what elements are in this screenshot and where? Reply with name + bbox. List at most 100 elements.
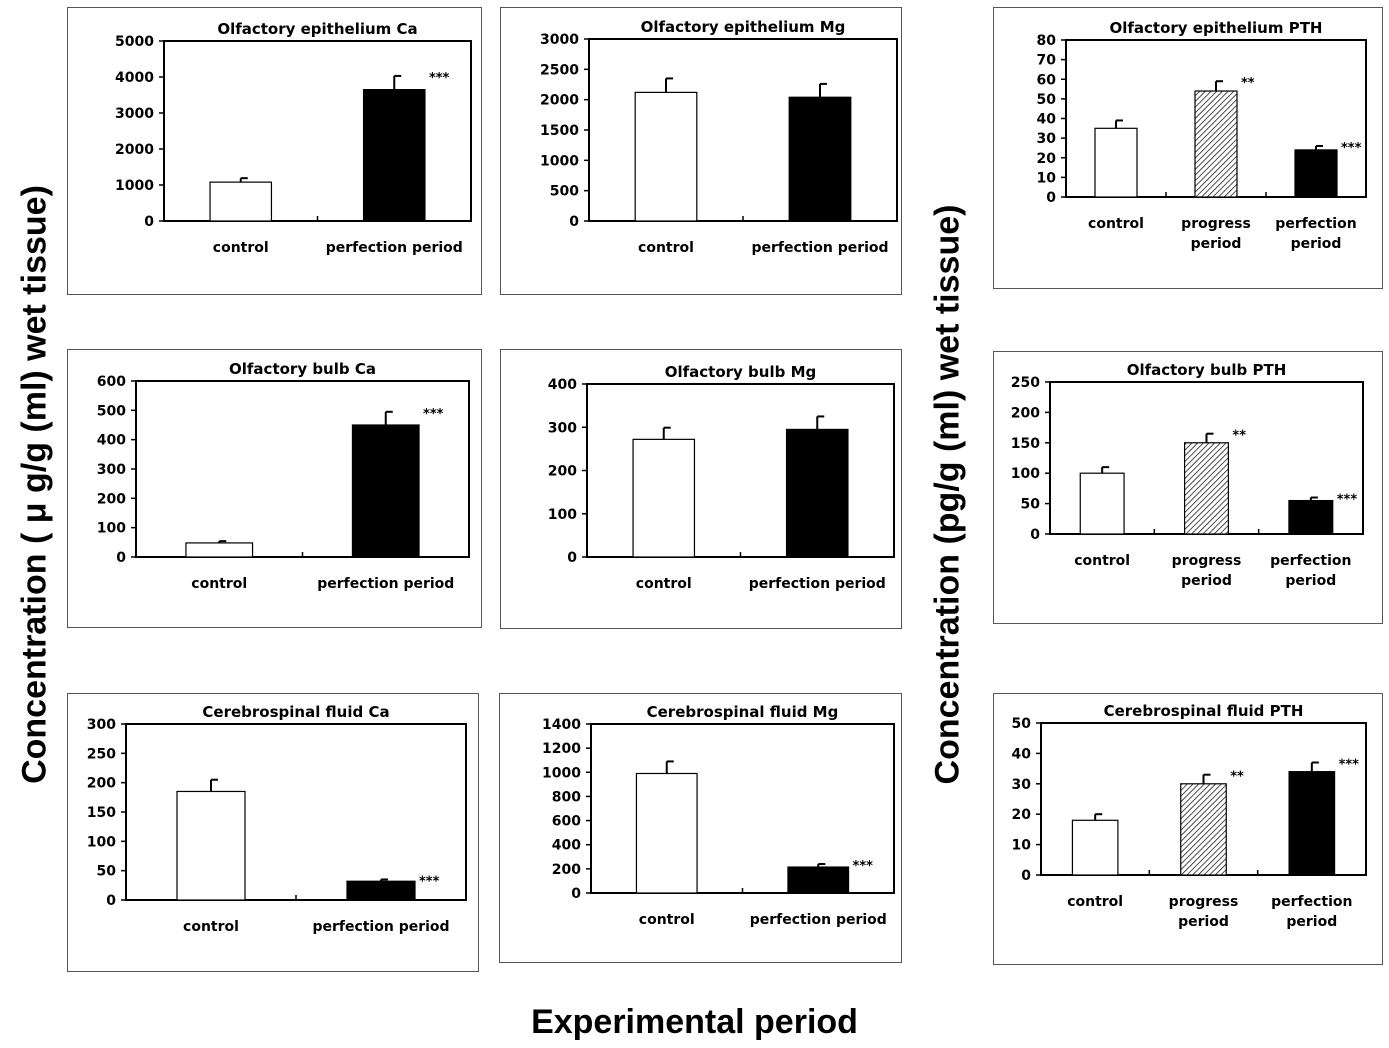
x-category-label: period <box>1285 573 1336 589</box>
y-tick-label: 250 <box>1011 375 1040 391</box>
x-category-label: progress <box>1169 894 1239 910</box>
y-tick-label: 100 <box>87 834 116 850</box>
chart-title: Olfactory bulb Mg <box>665 363 817 381</box>
y-tick-label: 60 <box>1037 72 1057 88</box>
bar-progress-period <box>1180 783 1227 876</box>
y-tick-label: 300 <box>87 717 116 733</box>
chart-title: Cerebrospinal fluid Mg <box>647 703 839 721</box>
chart-panel-olfactory-epithelium-pth: Olfactory epithelium PTH 0 10 20 30 40 50 60 70 8… <box>993 7 1383 289</box>
chart-panel-olfactory-bulb-pth: Olfactory bulb PTH 0 50 100 150 200 250 control… <box>993 351 1383 624</box>
significance-label-perfection-period: *** <box>419 874 440 889</box>
bar-control <box>209 181 273 222</box>
bar-perfection-period <box>788 96 852 222</box>
bar-chart-svg: Olfactory epithelium Mg 0 500 1000 1500 2000 2… <box>540 18 898 256</box>
x-category-label: perfection <box>1275 216 1356 232</box>
x-category-label: perfection period <box>749 576 886 592</box>
y-tick-label: 500 <box>550 184 579 200</box>
significance-label-perfection-period: *** <box>1339 758 1360 773</box>
y-tick-label: 1000 <box>115 178 154 194</box>
y-tick-label: 0 <box>116 550 126 566</box>
chart-panel-olfactory-bulb-mg: Olfactory bulb Mg 0 100 200 300 400 control per… <box>500 349 902 629</box>
y-tick-label: 200 <box>548 464 577 480</box>
y-tick-label: 0 <box>567 550 577 566</box>
significance-label-perfection-period: *** <box>423 407 444 422</box>
y-tick-label: 2000 <box>540 93 579 109</box>
y-tick-label: 1000 <box>542 765 581 781</box>
bar-chart-svg: Cerebrospinal fluid Ca 0 50 100 150 200 250 300… <box>87 703 467 935</box>
chart-panel-cerebrospinal-fluid-pth: Cerebrospinal fluid PTH 0 10 20 30 40 50 contro… <box>993 693 1383 965</box>
y-tick-label: 200 <box>552 862 581 878</box>
y-tick-label: 600 <box>97 374 126 390</box>
bar-perfection-period <box>1288 499 1334 535</box>
y-tick-label: 600 <box>552 814 581 830</box>
y-tick-label: 800 <box>552 789 581 805</box>
y-tick-label: 400 <box>548 377 577 393</box>
chart-title: Cerebrospinal fluid Ca <box>202 703 389 721</box>
y-tick-label: 40 <box>1012 746 1032 762</box>
y-tick-label: 100 <box>97 521 126 537</box>
x-category-label: control <box>638 240 694 256</box>
y-tick-label: 200 <box>97 491 126 507</box>
y-tick-label: 400 <box>552 838 581 854</box>
y-tick-label: 2500 <box>540 62 579 78</box>
x-category-label: control <box>639 912 695 928</box>
y-tick-label: 0 <box>106 893 116 909</box>
y-tick-label: 1400 <box>542 717 581 733</box>
significance-label-progress-period: ** <box>1232 429 1246 444</box>
bar-progress-period <box>1194 90 1238 198</box>
y-tick-label: 100 <box>548 507 577 523</box>
bar-perfection-period <box>787 866 850 894</box>
x-axis-label: Experimental period <box>531 1003 858 1041</box>
y-tick-label: 200 <box>1011 405 1040 421</box>
y-tick-label: 400 <box>97 433 126 449</box>
significance-label-progress-period: ** <box>1241 76 1255 91</box>
bar-chart-svg: Olfactory bulb PTH 0 50 100 150 200 250 control… <box>1011 361 1364 589</box>
bar-control <box>1071 819 1119 876</box>
y-tick-label: 2000 <box>115 142 154 158</box>
x-category-label: perfection <box>1271 894 1352 910</box>
bar-perfection-period <box>1288 771 1336 876</box>
x-category-label: period <box>1291 236 1342 252</box>
chart-title: Cerebrospinal fluid PTH <box>1104 702 1304 720</box>
right-y-axis-label: Concentration (pg/g (ml) wet tissue) <box>928 204 967 785</box>
y-tick-label: 200 <box>87 776 116 792</box>
chart-title: Olfactory bulb PTH <box>1127 361 1287 379</box>
bar-control <box>1094 127 1138 198</box>
y-tick-label: 40 <box>1037 112 1057 128</box>
x-category-label: control <box>213 240 269 256</box>
bar-chart-svg: Olfactory bulb Mg 0 100 200 300 400 control per… <box>548 363 895 592</box>
x-category-label: control <box>1074 553 1130 569</box>
x-category-label: perfection period <box>751 240 888 256</box>
x-category-label: control <box>183 919 239 935</box>
y-tick-label: 100 <box>1011 466 1040 482</box>
y-tick-label: 250 <box>87 746 116 762</box>
significance-label-progress-period: ** <box>1230 770 1244 785</box>
y-tick-label: 1500 <box>540 123 579 139</box>
y-tick-label: 5000 <box>115 34 154 50</box>
bar-chart-svg: Cerebrospinal fluid PTH 0 10 20 30 40 50 contro… <box>1012 702 1367 930</box>
y-tick-label: 150 <box>1011 436 1040 452</box>
x-category-label: perfection period <box>317 576 454 592</box>
y-tick-label: 500 <box>97 403 126 419</box>
bar-chart-svg: Cerebrospinal fluid Mg 0 200 400 600 800 1000 1… <box>542 703 895 928</box>
y-tick-label: 0 <box>571 886 581 902</box>
y-tick-label: 300 <box>548 420 577 436</box>
chart-panel-olfactory-epithelium-mg: Olfactory epithelium Mg 0 500 1000 1500 2000 2… <box>500 7 902 295</box>
bar-perfection-period <box>351 424 420 558</box>
significance-label-perfection-period: *** <box>853 859 874 874</box>
y-tick-label: 1200 <box>542 741 581 757</box>
x-category-label: perfection period <box>326 240 463 256</box>
x-category-label: period <box>1286 914 1337 930</box>
bar-control <box>176 790 246 901</box>
y-tick-label: 30 <box>1012 777 1032 793</box>
chart-panel-cerebrospinal-fluid-ca: Cerebrospinal fluid Ca 0 50 100 150 200 250 300… <box>67 693 479 972</box>
chart-panel-olfactory-bulb-ca: Olfactory bulb Ca 0 100 200 300 400 500 600 cont… <box>67 349 482 628</box>
chart-title: Olfactory epithelium PTH <box>1110 19 1323 37</box>
bar-perfection-period <box>346 880 416 901</box>
x-category-label: perfection <box>1270 553 1351 569</box>
y-tick-label: 0 <box>1030 527 1040 543</box>
y-tick-label: 30 <box>1037 131 1057 147</box>
x-category-label: control <box>191 576 247 592</box>
y-tick-label: 0 <box>144 214 154 230</box>
y-tick-label: 0 <box>569 214 579 230</box>
